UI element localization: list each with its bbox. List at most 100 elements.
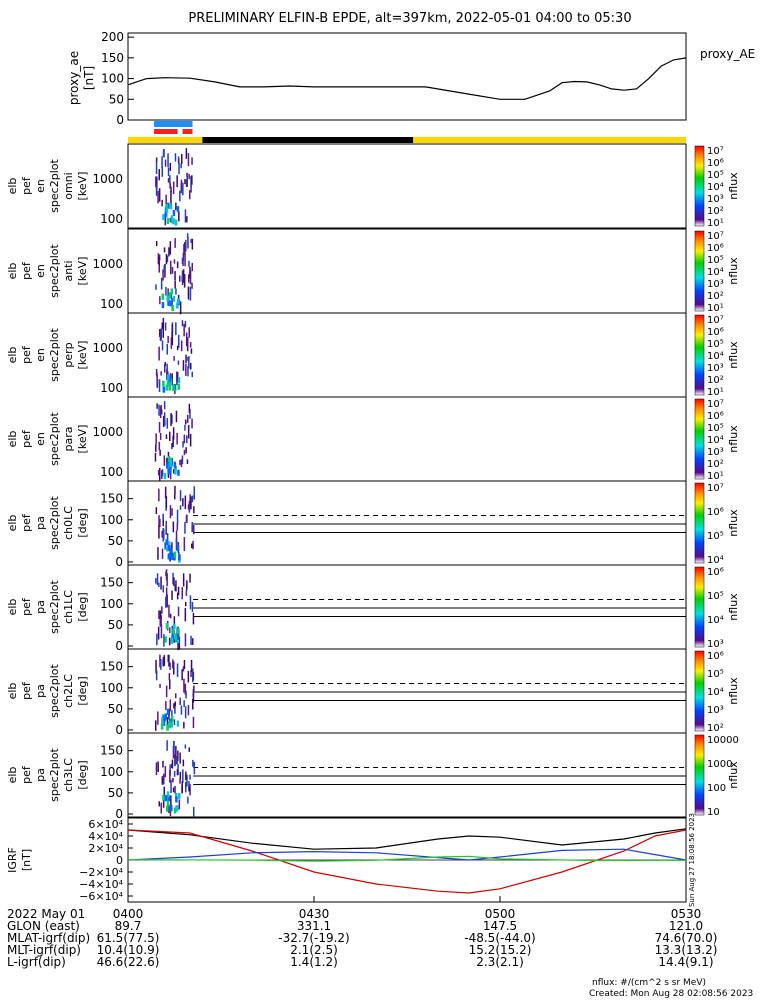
energy-panel-para-pixel (172, 427, 175, 440)
blue-marker (154, 121, 193, 127)
energy-panel-para-pixel (166, 457, 168, 465)
pa-panel-ch3LC-pixel (182, 759, 185, 767)
energy-panel-para-pixel (186, 435, 188, 444)
energy-panel-para-pixel (174, 468, 177, 475)
pa-panel-ch2LC-pixel (183, 678, 185, 693)
footer-units: nflux: #/(cm^2 s sr MeV) (592, 978, 706, 988)
pa-panel-ch0LC-pixel (165, 520, 167, 533)
pa-panel-ch2LC-frame (127, 648, 687, 734)
energy-panel-anti-pixel (170, 293, 172, 299)
energy-panel-anti-pixel (169, 300, 173, 307)
pa-panel-ch3LC-pixel (189, 784, 191, 796)
proxy-ae-panel: 200 150 100 50 0 proxy_ae [nT] proxy_AE (67, 30, 755, 127)
energy-panel-para-pixel (186, 459, 189, 464)
energy-panel-perp-y-label: elb (6, 347, 19, 364)
energy-panel-omni-pixel (170, 215, 174, 222)
energy-panel-perp-pixel (160, 328, 162, 340)
energy-panel-para-pixel (157, 470, 160, 476)
pa-panel-ch2LC-pixel (159, 654, 161, 668)
pa-panel-ch3LC-pixel (182, 769, 184, 783)
pa-panel-ch3LC-y-tick: 100 (100, 765, 123, 779)
pa-panel-ch2LC-y-label: [deg] (76, 676, 89, 705)
pa-panel-ch0LC-pixel (185, 515, 188, 523)
pa-panel-ch0LC-pixel (178, 554, 181, 561)
pa-panel-ch3LC-y-label: pa (34, 768, 47, 782)
pa-panel-ch1LC-pixel (192, 612, 195, 625)
energy-panel-para-pixel (159, 432, 162, 440)
energy-panel-anti-pixel (161, 302, 165, 308)
pa-panel-ch3LC-pixel (158, 801, 160, 807)
energy-panel-para-colorbar-tick: 10¹ (707, 471, 724, 482)
pa-panel-ch0LC-pixel (158, 525, 160, 539)
pa-panel-ch1LC-pixel (177, 637, 179, 651)
energy-panel-omni-pixel (175, 202, 177, 211)
energy-panel-perp-pixel (156, 374, 158, 388)
energy-panel-anti-pixel (181, 276, 183, 282)
energy-panel-para-pixel (189, 409, 191, 419)
pa-panel-ch2LC-pixel (187, 705, 190, 716)
pa-panel-ch0LC-pixel (190, 496, 192, 510)
footer-created: Created: Mon Aug 28 02:08:56 2023 (589, 989, 754, 999)
energy-panel-perp-pixel (166, 368, 168, 380)
pa-panel-ch1LC-pixel (171, 633, 174, 640)
energy-panel-anti-pixel (179, 301, 182, 315)
pa-panel-ch3LC-pixel (184, 744, 187, 749)
energy-panel-anti-pixel (168, 292, 172, 299)
pa-panel-ch0LC-pixel (166, 533, 169, 543)
pa-panel-ch1LC-pixel (175, 580, 177, 592)
pa-panel-ch2LC-colorbar-label: nflux (727, 677, 740, 705)
energy-panel-omni-pixel (172, 181, 175, 195)
energy-panel-perp-pixel (161, 322, 163, 330)
energy-panel-perp-pixel (170, 337, 173, 349)
energy-panel-omni-pixel (184, 209, 187, 223)
energy-panel-para-pixel (171, 414, 173, 424)
pa-panel-ch0LC-pixel (173, 551, 177, 558)
energy-panel-anti-pixel (189, 266, 191, 279)
energy-panel-para-pixel (166, 418, 168, 429)
energy-panel-anti-pixel (174, 280, 176, 289)
pa-panel-ch2LC-pixel (192, 716, 195, 729)
energy-panel-omni-pixel (167, 167, 170, 177)
energy-panel-perp-pixel (189, 342, 192, 348)
energy-panel-para-pixel (173, 461, 177, 468)
pa-panel-ch1LC-pixel (156, 633, 158, 646)
energy-panel-para-y-label: en (34, 432, 47, 446)
energy-panel-omni-colorbar-tick: 10⁵ (707, 170, 724, 181)
pa-panel-ch1LC-pixel (182, 573, 185, 587)
energy-panel-anti-pixel (170, 288, 173, 295)
pa-panel-ch0LC-pixel (193, 506, 195, 514)
pa-panel-ch2LC-pixel (166, 724, 169, 731)
energy-panel-perp-pixel (161, 340, 164, 351)
energy-panel-perp-y-label: pef (20, 345, 33, 364)
pa-panel-ch3LC-pixel (173, 771, 176, 777)
energy-panel-para-pixel (163, 455, 166, 466)
energy-panel-omni-pixel (169, 182, 171, 189)
pa-panel-ch1LC-pixel (178, 636, 181, 650)
axis-row-value: 89.7 (115, 919, 142, 933)
pa-panel-ch0LC-pixel (168, 541, 171, 548)
energy-panel-anti-pixel (182, 252, 185, 261)
pa-panel-ch1LC-pixel (165, 596, 167, 608)
energy-panel-omni-pixel (169, 203, 173, 210)
energy-panel-anti-pixel (191, 238, 194, 250)
axis-row-value: 0430 (299, 907, 330, 921)
energy-panel-perp-pixel (164, 363, 166, 373)
pa-panel-ch1LC-pixel (160, 624, 163, 639)
pa-panel-ch0LC-pixel (175, 538, 178, 551)
energy-panel-omni-pixel (165, 194, 167, 208)
igrf-side-label: Sun Aug 27 18:08:56 2023 (688, 813, 696, 907)
pa-panel-ch3LC-pixel (162, 794, 165, 801)
pa-panel-ch3LC-pixel (164, 766, 167, 778)
energy-panel-omni-pixel (188, 173, 190, 180)
pa-panel-ch3LC-pixel (164, 794, 168, 801)
energy-panel-anti-pixel (167, 300, 170, 306)
axis-row-value: 2.3(2.1) (476, 955, 524, 969)
pa-panel-ch3LC-pixel (162, 798, 165, 808)
energy-panel-omni-pixel (170, 190, 172, 204)
energy-panel-perp-pixel (158, 346, 160, 361)
pa-panel-ch0LC-pixel (176, 523, 179, 531)
energy-panel-para-pixel (183, 449, 186, 456)
energy-panel-omni-pixel (181, 154, 183, 164)
